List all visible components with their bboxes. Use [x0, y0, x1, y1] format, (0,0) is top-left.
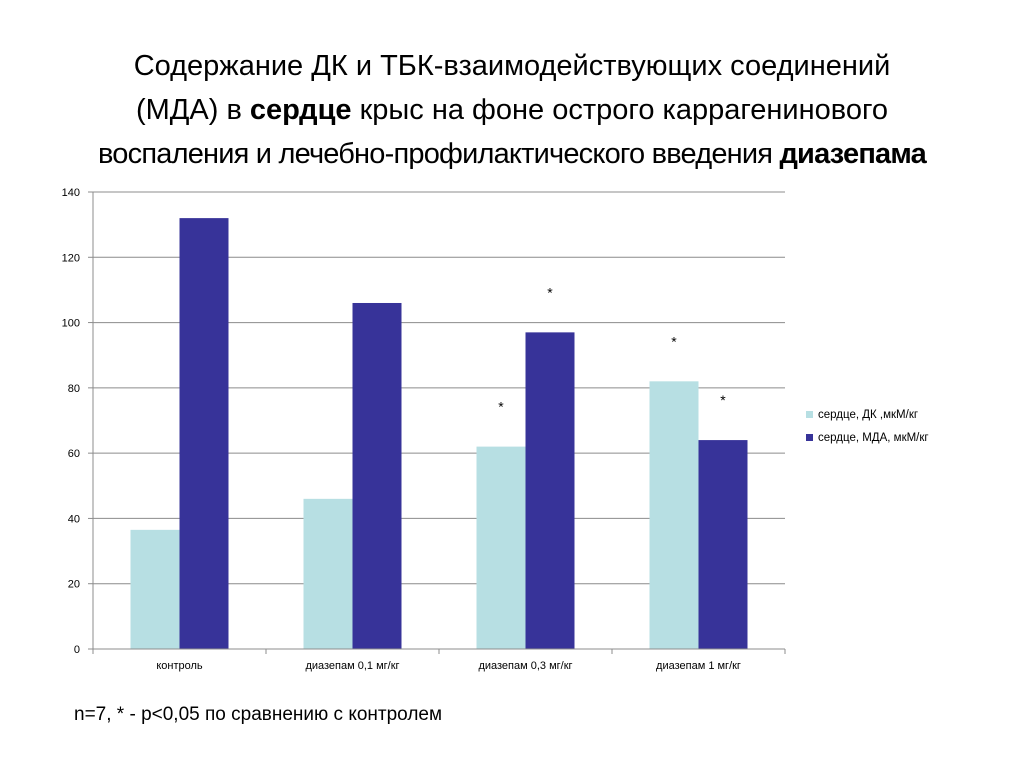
category-label: диазепам 0,3 мг/кг — [478, 660, 572, 672]
title-drug: диазепама — [779, 138, 926, 170]
y-tick-label: 100 — [62, 318, 80, 330]
bar — [179, 218, 229, 649]
bar-chart: 0 20 40 60 80 100 120 140 * * * * контроль диазепам… — [62, 187, 929, 672]
slide-title: Содержание ДК и ТБК-взаимодействующих со… — [0, 44, 1024, 176]
footnote: n=7, * - p<0,05 по сравнению с контролем — [74, 704, 443, 725]
y-tick-label: 60 — [68, 448, 80, 460]
y-tick-label: 20 — [68, 579, 80, 591]
title-line-2: (МДА) в сердце крыс на фоне острого карр… — [0, 88, 1024, 132]
legend-label: сердце, МДА, мкМ/кг — [818, 432, 929, 444]
bar — [352, 302, 402, 649]
significance-star: * — [671, 333, 677, 349]
title-line-2-start: (МДА) в — [135, 94, 250, 126]
y-tick-label: 80 — [68, 383, 80, 395]
bar — [303, 498, 353, 649]
category-label: диазепам 0,1 мг/кг — [305, 660, 399, 672]
significance-star: * — [720, 392, 726, 408]
y-tick-label: 120 — [62, 252, 80, 264]
legend-label: сердце, ДК ,мкМ/кг — [818, 409, 918, 421]
chart-axes — [92, 192, 786, 654]
legend-swatch — [806, 434, 813, 441]
legend-swatch — [806, 411, 813, 418]
chart-legend: сердце, ДК ,мкМ/кг сердце, МДА, мкМ/кг — [806, 409, 929, 444]
y-tick-label: 0 — [74, 644, 80, 656]
bar — [698, 440, 748, 649]
bar — [130, 529, 180, 649]
significance-markers: * * * * — [498, 284, 726, 414]
title-line-3-start: воспаления и лечебно-профилактического в… — [98, 138, 780, 170]
y-axis: 0 20 40 60 80 100 120 140 — [62, 187, 93, 656]
title-line-2-end: крыс на фоне острого каррагенинового — [351, 94, 889, 126]
title-organ: сердце — [249, 94, 352, 126]
x-axis: контроль диазепам 0,1 мг/кг диазепам 0,3 м… — [156, 660, 741, 672]
bar — [525, 332, 575, 649]
bar — [649, 381, 699, 649]
bar — [476, 446, 526, 649]
significance-star: * — [547, 284, 553, 300]
title-line-3: воспаления и лечебно-профилактического в… — [0, 132, 1024, 176]
y-tick-label: 40 — [68, 513, 80, 525]
title-line-1: Содержание ДК и ТБК-взаимодействующих со… — [133, 50, 891, 82]
significance-star: * — [498, 399, 504, 415]
chart-bars — [130, 218, 748, 649]
category-label: диазепам 1 мг/кг — [656, 660, 741, 672]
category-label: контроль — [156, 660, 203, 672]
y-tick-label: 140 — [62, 187, 80, 199]
